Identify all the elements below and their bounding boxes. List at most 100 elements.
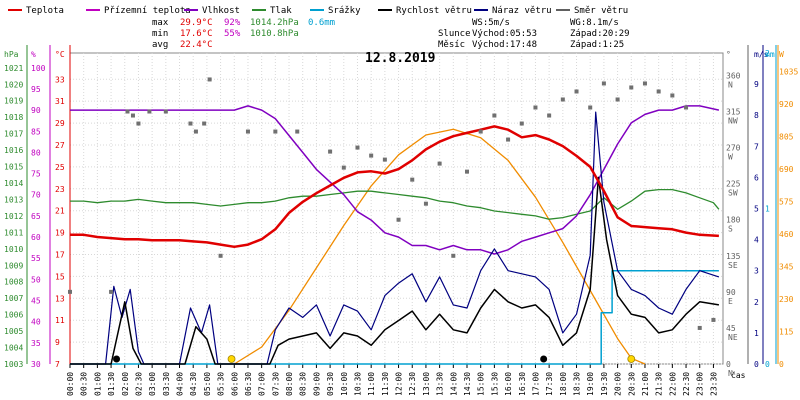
hpa-tick-label: 1008 bbox=[4, 278, 23, 287]
wind-dir-point bbox=[560, 97, 565, 102]
wind-dir-point bbox=[68, 289, 72, 294]
legend-label: Tlak bbox=[270, 6, 292, 16]
hpa-tick-label: 1018 bbox=[4, 113, 23, 122]
wind-dir-point bbox=[328, 149, 333, 154]
stat-min-temp: 17.6°C bbox=[180, 29, 213, 39]
wind-dir-point bbox=[684, 105, 689, 110]
temp-tick-label: 11 bbox=[55, 316, 65, 325]
ms-tick-label: 8 bbox=[754, 111, 759, 120]
ms-tick-label: 7 bbox=[754, 142, 759, 151]
wind-dir-point bbox=[615, 97, 620, 102]
stat-max-hum: 92% bbox=[224, 18, 241, 28]
temp-tick-label: 27 bbox=[55, 141, 65, 150]
x-tick-label: 11:30 bbox=[381, 372, 390, 396]
wm2-tick-label: 1035 bbox=[779, 67, 798, 76]
wind-dir-point bbox=[711, 317, 716, 322]
sun-marker bbox=[227, 355, 236, 363]
dir-tick-label-dir: SE bbox=[728, 261, 738, 270]
stat-sun-label: Slunce bbox=[438, 29, 471, 39]
wm2-axis-label: W bbox=[779, 50, 784, 59]
wind-dir-point bbox=[465, 169, 470, 174]
stat-moonset: Západ:1:25 bbox=[570, 40, 624, 50]
dir-tick-label-dir: NW bbox=[728, 117, 738, 126]
temp-tick-label: 23 bbox=[55, 185, 65, 194]
percent-tick-label: 60 bbox=[31, 233, 41, 242]
x-tick-label: 17:00 bbox=[531, 372, 540, 396]
wind-dir-point bbox=[355, 145, 360, 150]
chart-legend: Teplota Přízemní teplota Vlhkost Tlak Srážky… bbox=[8, 6, 628, 16]
temp-tick-label: 19 bbox=[55, 229, 65, 238]
percent-tick-label: 35 bbox=[31, 339, 41, 348]
wm2-tick-label: 115 bbox=[779, 327, 794, 336]
wind-dir-point bbox=[437, 161, 442, 166]
hpa-tick-label: 1019 bbox=[4, 97, 23, 106]
hpa-tick-label: 1011 bbox=[4, 228, 23, 237]
wind-dir-point bbox=[423, 201, 428, 206]
dir-tick-label: 0 bbox=[726, 360, 731, 369]
wind-dir-point bbox=[519, 121, 524, 126]
hpa-tick-label: 1014 bbox=[4, 179, 23, 188]
dir-tick-label-dir: SW bbox=[728, 189, 738, 198]
wind-dir-point bbox=[629, 85, 634, 90]
x-tick-label: 07:30 bbox=[271, 372, 280, 396]
stat-max-rain: 0.6mm bbox=[308, 18, 335, 28]
x-tick-label: 13:30 bbox=[436, 372, 445, 396]
hpa-tick-label: 1012 bbox=[4, 212, 23, 221]
moon-marker bbox=[113, 355, 121, 363]
percent-tick-label: 55 bbox=[31, 254, 41, 263]
x-tick-label: 11:00 bbox=[367, 372, 376, 396]
mm-tick-label: 2 bbox=[765, 49, 770, 58]
x-tick-label: 13:00 bbox=[422, 372, 431, 396]
temp-tick-label: 7 bbox=[55, 360, 60, 369]
x-tick-label: 15:00 bbox=[477, 372, 486, 396]
wm2-tick-label: 920 bbox=[779, 100, 794, 109]
chart-axes: 00:00 00:30 01:00 01:30 02:00 02:30 03:00 03:30… bbox=[4, 45, 798, 396]
percent-tick-label: 85 bbox=[31, 127, 41, 136]
stat-avg-label: avg bbox=[152, 40, 168, 50]
chart-series bbox=[68, 77, 720, 365]
stat-max-press: 1014.2hPa bbox=[250, 18, 299, 28]
wm2-tick-label: 805 bbox=[779, 132, 794, 141]
series-line-solar bbox=[233, 128, 646, 365]
dir-tick-label-dir: S bbox=[728, 225, 733, 234]
x-tick-label: 08:00 bbox=[285, 372, 294, 396]
wind-dir-point bbox=[588, 105, 593, 110]
stat-wg: WG:8.1m/s bbox=[570, 18, 619, 28]
chart-markers bbox=[113, 355, 636, 363]
wind-dir-point bbox=[656, 89, 661, 94]
stat-min-press: 1010.8hPa bbox=[250, 29, 299, 39]
wind-dir-point bbox=[341, 165, 346, 170]
legend-label: Směr větru bbox=[574, 6, 628, 16]
x-tick-label: 07:00 bbox=[258, 372, 267, 396]
stat-avg-temp: 22.4°C bbox=[180, 40, 213, 50]
x-tick-label: 06:30 bbox=[244, 372, 253, 396]
wind-dir-point bbox=[410, 177, 415, 182]
legend-label: Teplota bbox=[26, 6, 64, 16]
wind-dir-point bbox=[396, 217, 401, 222]
hpa-tick-label: 1009 bbox=[4, 261, 23, 270]
temp-tick-label: 25 bbox=[55, 163, 65, 172]
x-tick-label: 17:30 bbox=[545, 372, 554, 396]
x-tick-label: 04:30 bbox=[189, 372, 198, 396]
percent-tick-label: 75 bbox=[31, 170, 41, 179]
ms-tick-label: 2 bbox=[754, 298, 759, 307]
stat-moon-label: Měsíc bbox=[438, 40, 465, 50]
wind-dir-point bbox=[574, 89, 579, 94]
hpa-tick-label: 1016 bbox=[4, 146, 23, 155]
moon-marker bbox=[540, 355, 548, 363]
wm2-tick-label: 0 bbox=[779, 360, 784, 369]
mm-tick-label: 1 bbox=[765, 205, 770, 214]
temp-tick-label: 9 bbox=[55, 338, 60, 347]
x-tick-label: 16:30 bbox=[518, 372, 527, 396]
x-tick-label: 08:30 bbox=[299, 372, 308, 396]
ms-tick-label: 5 bbox=[754, 205, 759, 214]
temp-axis-label: °C bbox=[55, 50, 65, 59]
dir-tick-label-dir: N bbox=[728, 369, 733, 378]
x-tick-label: 18:00 bbox=[559, 372, 568, 396]
dir-tick-label-dir: W bbox=[728, 153, 733, 162]
x-tick-label: 23:30 bbox=[709, 372, 718, 396]
percent-tick-label: 100 bbox=[31, 64, 46, 73]
percent-tick-label: 90 bbox=[31, 106, 41, 115]
stat-ws: WS:5m/s bbox=[472, 18, 510, 28]
x-tick-label: 12:30 bbox=[408, 372, 417, 396]
